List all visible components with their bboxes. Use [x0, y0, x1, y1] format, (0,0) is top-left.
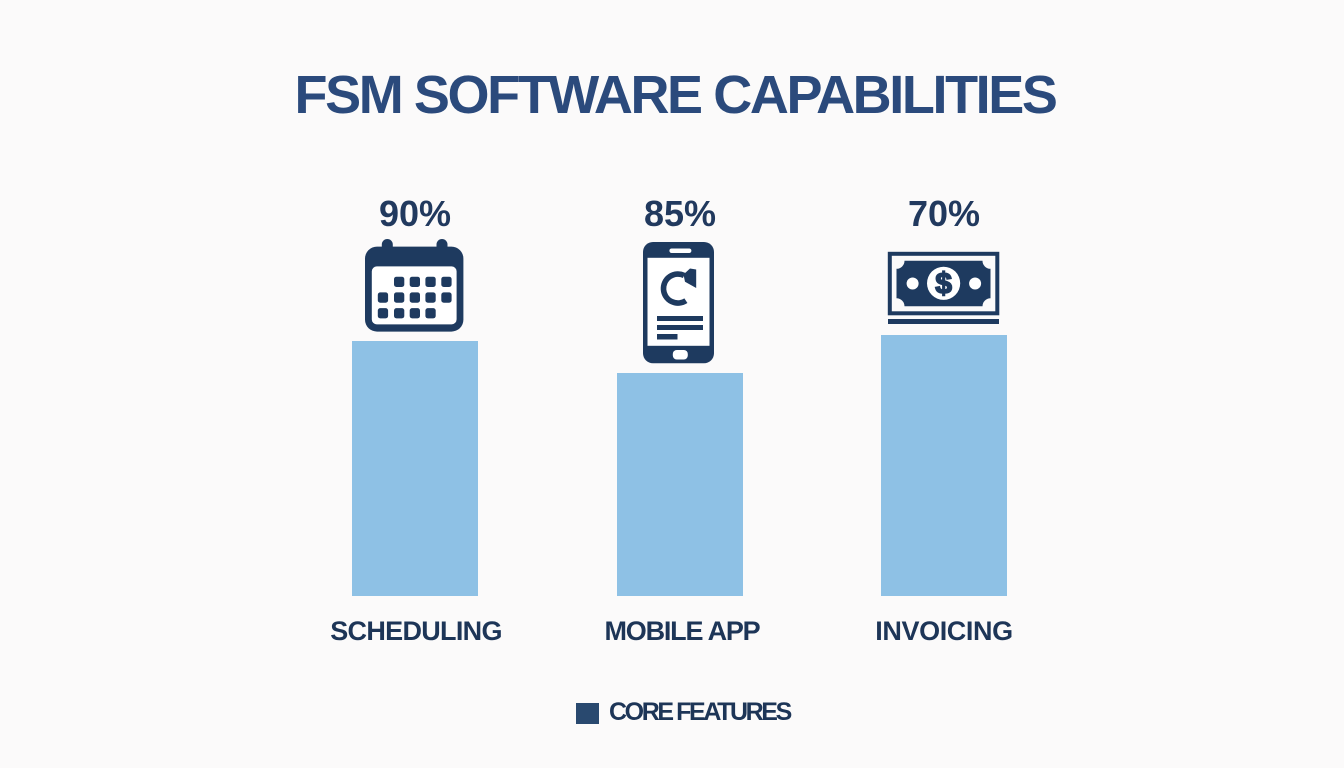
svg-text:$: $ [935, 268, 952, 301]
